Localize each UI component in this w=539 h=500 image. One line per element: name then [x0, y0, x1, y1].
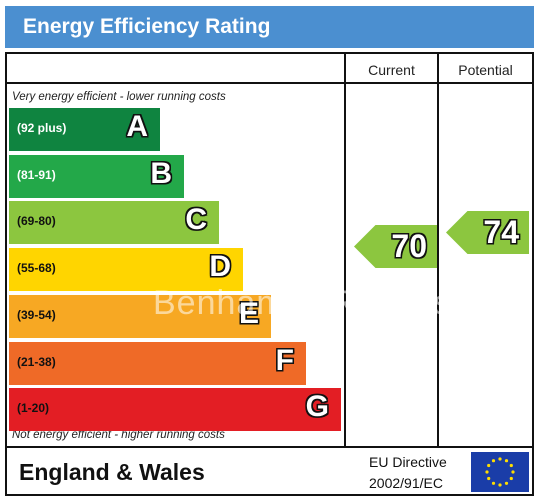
band-b: (81-91) B: [9, 154, 184, 198]
chart-title: Energy Efficiency Rating: [23, 15, 271, 38]
band-letter: E: [238, 296, 259, 330]
title-bar: Energy Efficiency Rating: [5, 6, 534, 48]
band-letter: B: [150, 156, 172, 190]
divider-current: [344, 54, 346, 446]
band-range-label: (69-80): [17, 214, 56, 229]
band-e: (39-54) E: [9, 294, 271, 338]
directive-line-2: 2002/91/EC: [369, 475, 443, 491]
potential-column-header: Potential: [458, 62, 513, 78]
directive-line-1: EU Directive: [369, 454, 447, 470]
eu-flag-icon: [471, 452, 529, 492]
watermark: Benham & Reeves: [153, 284, 452, 322]
note-inefficient: Not energy efficient - higher running co…: [12, 429, 225, 441]
band-g: (1-20) G: [9, 388, 341, 432]
band-range-label: (81-91): [17, 167, 56, 182]
current-rating-value: 70: [391, 228, 427, 264]
band-range-label: (92 plus): [17, 121, 67, 135]
note-efficient: Very energy efficient - lower running co…: [12, 91, 226, 103]
band-f: (21-38) F: [9, 341, 306, 385]
band-range-label: (1-20): [17, 401, 50, 416]
footer-divider: [7, 446, 532, 448]
potential-rating-arrow: 74: [446, 211, 529, 254]
header-divider: [7, 82, 532, 84]
region-label: England & Wales: [19, 459, 205, 485]
band-letter: D: [209, 250, 231, 284]
potential-rating-value: 74: [483, 214, 519, 250]
current-column-header: Current: [368, 62, 415, 78]
band-letter: G: [305, 390, 329, 424]
band-range-label: (21-38): [17, 354, 56, 369]
band-range-label: (39-54): [17, 307, 56, 322]
divider-potential: [437, 54, 439, 446]
rating-frame: Current Potential Very energy efficient …: [5, 52, 534, 496]
band-d: (55-68) D: [9, 248, 243, 292]
current-rating-arrow: 70: [354, 225, 437, 268]
band-letter: F: [275, 343, 294, 377]
band-letter: C: [185, 203, 207, 237]
band-range-label: (55-68): [17, 261, 56, 276]
band-a: (92 plus) A: [9, 108, 160, 151]
band-c: (69-80) C: [9, 201, 219, 245]
band-letter: A: [126, 110, 148, 143]
